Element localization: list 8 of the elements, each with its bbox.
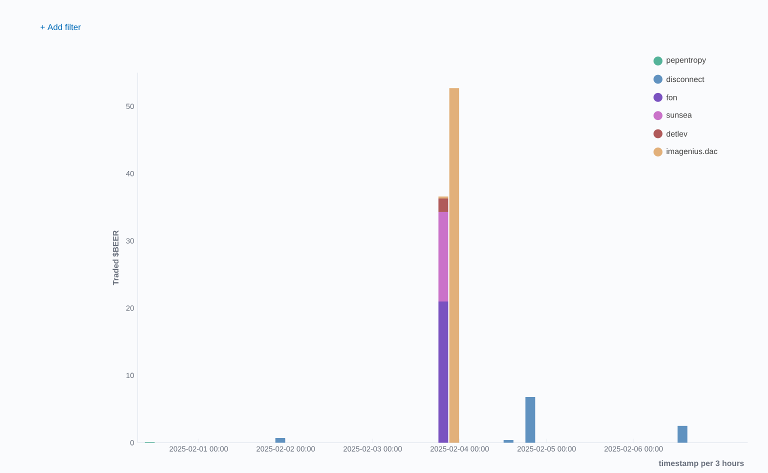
bar [504, 440, 514, 443]
bar [438, 212, 448, 302]
bar [438, 198, 448, 212]
bar [525, 396, 536, 443]
text: + Add filter [40, 24, 81, 30]
bar [678, 426, 688, 443]
bar [275, 438, 286, 443]
bar [438, 301, 448, 443]
